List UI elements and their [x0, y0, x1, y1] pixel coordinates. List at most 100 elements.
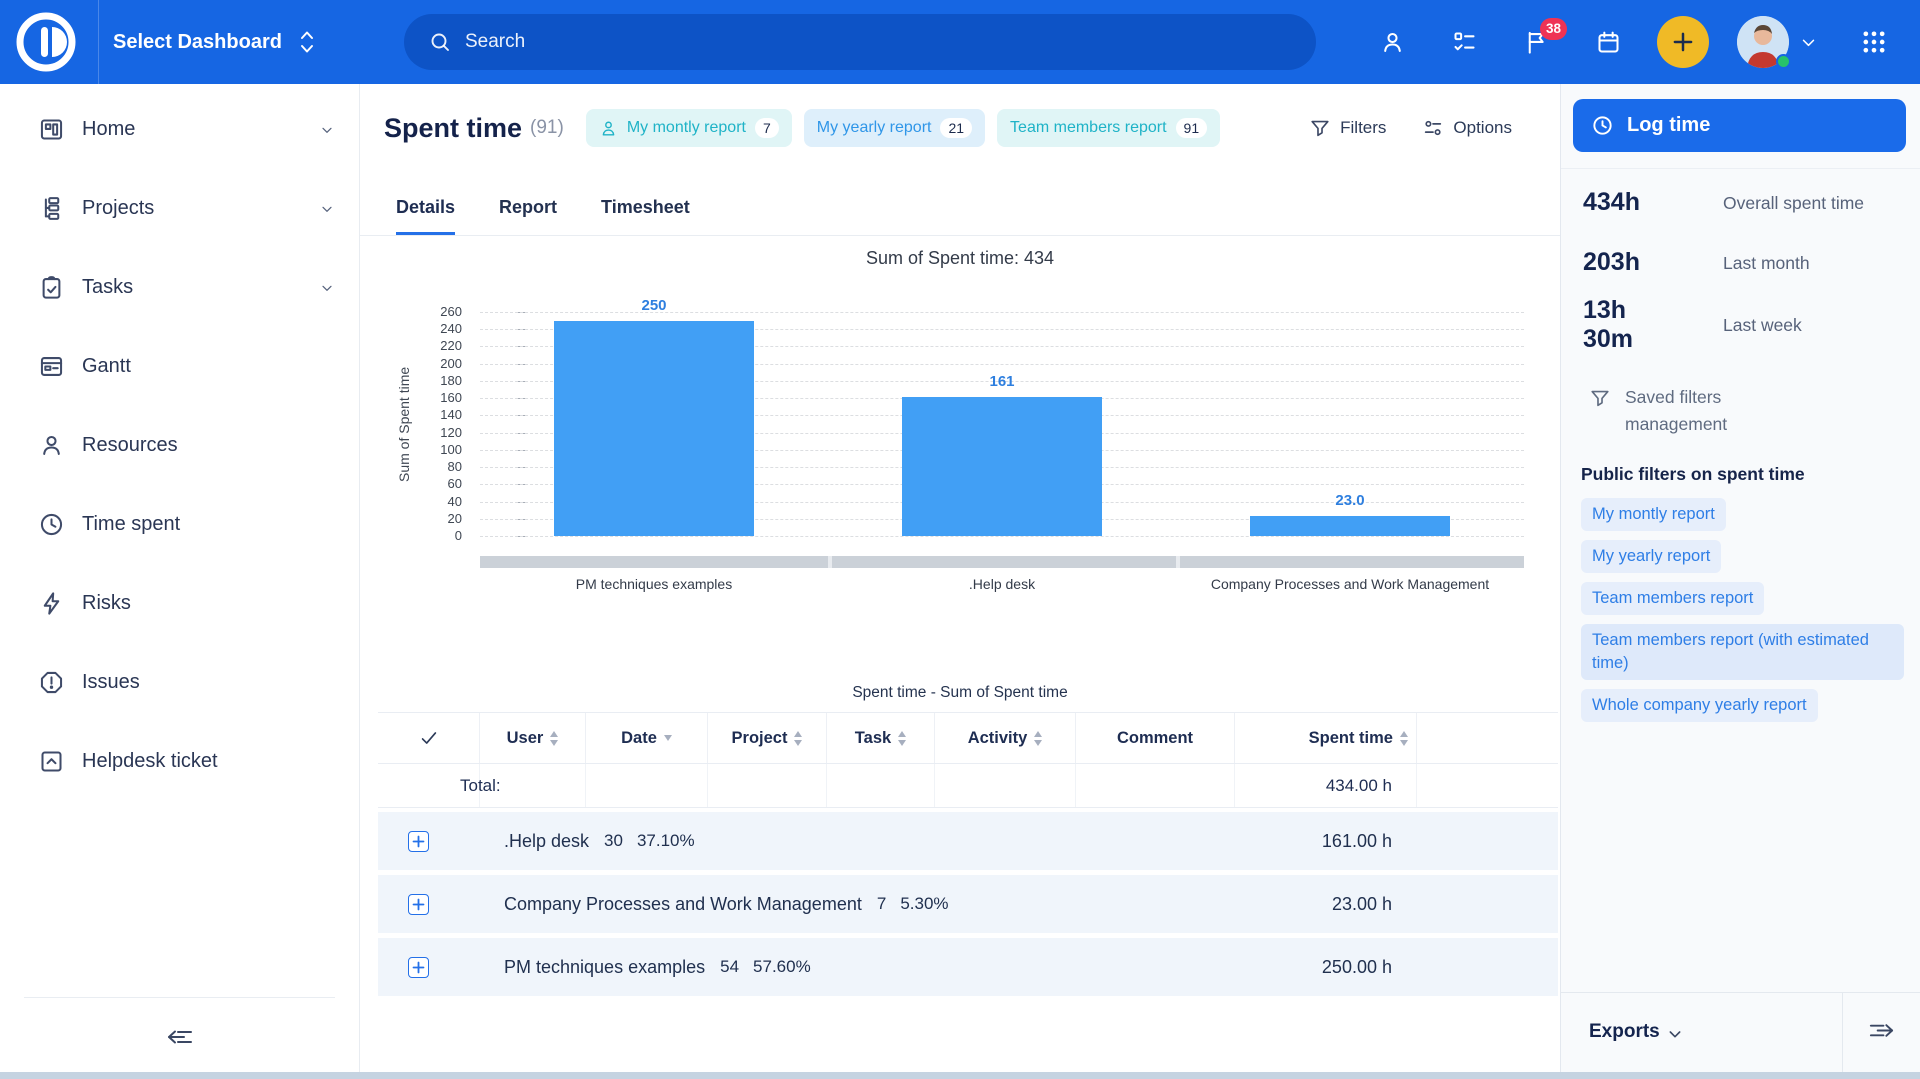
- funnel-icon: [1589, 387, 1611, 409]
- y-axis-tick-label: 140: [410, 407, 462, 422]
- sidebar-item-gantt[interactable]: Gantt: [0, 327, 359, 406]
- sidebar-item-risks[interactable]: Risks: [0, 564, 359, 643]
- chevron-down-icon[interactable]: [319, 201, 335, 217]
- y-axis-tick-label: 260: [410, 304, 462, 319]
- table-row-pm-techniques-examples[interactable]: PM techniques examples5457.60%250.00 h: [378, 938, 1558, 996]
- sort-arrows-icon[interactable]: [794, 731, 802, 746]
- column-header-activity[interactable]: Activity: [935, 713, 1076, 763]
- saved-report-chip-my-yearly-report[interactable]: My yearly report21: [804, 109, 985, 147]
- saved-report-chip-team-members-report[interactable]: Team members report 91: [997, 109, 1220, 147]
- column-header-label: Comment: [1117, 729, 1193, 748]
- chart-bar-pm-techniques-examples[interactable]: [554, 321, 754, 536]
- quick-add-button[interactable]: [1657, 16, 1709, 68]
- expand-row-button[interactable]: [408, 894, 429, 915]
- options-label: Options: [1453, 118, 1512, 138]
- chevron-down-icon[interactable]: [319, 280, 335, 296]
- spent-time-chart: Sum of Spent time: 434 Sum of Spent time…: [360, 234, 1560, 614]
- chip-label: Team members report: [1010, 119, 1167, 137]
- sort-asc-icon: [898, 731, 906, 737]
- expand-row-button[interactable]: [408, 957, 429, 978]
- projects-icon: [38, 195, 65, 222]
- stat-value: 434h: [1583, 188, 1723, 217]
- row-project-label: Company Processes and Work Management: [504, 894, 862, 915]
- sort-arrows-icon[interactable]: [550, 731, 558, 746]
- sidebar-item-resources[interactable]: Resources: [0, 406, 359, 485]
- sidebar-item-time-spent[interactable]: Time spent: [0, 485, 359, 564]
- sort-arrows-icon[interactable]: [898, 731, 906, 746]
- chevron-down-icon[interactable]: [319, 122, 335, 138]
- sort-arrows-icon[interactable]: [1034, 731, 1042, 746]
- chevron-down-icon: [1667, 1026, 1683, 1042]
- resources-icon: [38, 432, 65, 459]
- user-icon[interactable]: [1379, 29, 1406, 56]
- public-filter-chip-whole-company-yearly-report[interactable]: Whole company yearly report: [1581, 689, 1818, 722]
- scrollbar-gap: [828, 556, 832, 568]
- checklist-icon[interactable]: [1451, 29, 1478, 56]
- sort-desc-icon: [794, 740, 802, 746]
- public-filter-chip-my-yearly-report[interactable]: My yearly report: [1581, 540, 1721, 573]
- column-header-date[interactable]: Date: [586, 713, 708, 763]
- column-header-user[interactable]: User: [480, 713, 586, 763]
- collapse-right-icon: [1868, 1017, 1895, 1044]
- stat-value: 203h: [1583, 248, 1723, 277]
- chart-bar-help-desk[interactable]: [902, 397, 1102, 536]
- dropdown-arrow-icon[interactable]: [664, 735, 672, 741]
- sidebar-collapse-button[interactable]: [158, 1015, 202, 1059]
- chart-bar-value: 23.0: [1250, 492, 1450, 509]
- funnel-icon: [1309, 117, 1331, 139]
- sidebar-item-label: Helpdesk ticket: [82, 750, 218, 773]
- table-row-company-processes-and-work-management[interactable]: Company Processes and Work Management75.…: [378, 875, 1558, 933]
- helpdesk-icon: [38, 748, 65, 775]
- sidebar-item-helpdesk-ticket[interactable]: Helpdesk ticket: [0, 722, 359, 801]
- dashboard-selector[interactable]: Select Dashboard: [113, 0, 316, 84]
- y-axis-tick-label: 100: [410, 442, 462, 457]
- sidebar-item-tasks[interactable]: Tasks: [0, 248, 359, 327]
- select-all-cell[interactable]: [378, 713, 480, 763]
- dashboard-selector-label: Select Dashboard: [113, 31, 282, 54]
- tab-timesheet[interactable]: Timesheet: [601, 196, 690, 236]
- column-header-project[interactable]: Project: [708, 713, 827, 763]
- sort-desc-icon: [898, 740, 906, 746]
- apps-grid-icon[interactable]: [1860, 28, 1888, 56]
- collapse-left-icon: [166, 1023, 194, 1051]
- column-header-task[interactable]: Task: [827, 713, 935, 763]
- sort-arrows-icon[interactable]: [1400, 731, 1408, 746]
- exports-button[interactable]: Exports: [1589, 1012, 1683, 1052]
- sidebar-item-home[interactable]: Home: [0, 90, 359, 169]
- user-avatar[interactable]: [1737, 16, 1789, 68]
- column-header-spent-time[interactable]: Spent time: [1235, 713, 1417, 763]
- log-time-button[interactable]: Log time: [1573, 99, 1906, 152]
- search-icon: [428, 30, 452, 54]
- public-filter-chip-team-members-report[interactable]: Team members report: [1581, 582, 1764, 615]
- expand-row-button[interactable]: [408, 831, 429, 852]
- panel-collapse-button[interactable]: [1859, 1008, 1903, 1052]
- chart-scrollbar[interactable]: [480, 556, 1524, 568]
- chip-count-badge: 91: [1176, 118, 1208, 138]
- checkmark-icon: [418, 727, 440, 749]
- tab-report[interactable]: Report: [499, 196, 557, 236]
- public-filter-chip-my-montly-report[interactable]: My montly report: [1581, 498, 1726, 531]
- sidebar-item-label: Tasks: [82, 276, 133, 299]
- search-input[interactable]: Search: [404, 14, 1316, 70]
- saved-report-chip-my-montly-report[interactable]: My montly report7: [586, 109, 792, 147]
- y-axis-tick-label: 180: [410, 373, 462, 388]
- log-time-label: Log time: [1627, 114, 1710, 137]
- table-row-help-desk[interactable]: .Help desk3037.10%161.00 h: [378, 812, 1558, 870]
- calendar-icon[interactable]: [1595, 29, 1622, 56]
- column-header-comment[interactable]: Comment: [1076, 713, 1235, 763]
- options-button[interactable]: Options: [1422, 117, 1512, 139]
- app-logo-icon[interactable]: [14, 10, 78, 74]
- sidebar-item-issues[interactable]: Issues: [0, 643, 359, 722]
- avatar-chevron-down-icon[interactable]: [1800, 34, 1817, 51]
- table-total-row: Total: 434.00 h: [378, 764, 1558, 808]
- sidebar-item-projects[interactable]: Projects: [0, 169, 359, 248]
- filters-button[interactable]: Filters: [1309, 117, 1386, 139]
- time-stat-last-month: 203hLast month: [1583, 248, 1904, 277]
- chart-bar-company-processes-and-work-management[interactable]: [1250, 516, 1450, 536]
- public-filter-chip-team-members-report-with-estimated-time[interactable]: Team members report (with estimated time…: [1581, 624, 1904, 680]
- time-stat-overall-spent-time: 434hOverall spent time: [1583, 188, 1904, 217]
- row-spent-time: 161.00 h: [1322, 831, 1392, 852]
- tab-details[interactable]: Details: [396, 196, 455, 236]
- saved-filters-link[interactable]: Saved filters management: [1589, 384, 1795, 438]
- flag-icon[interactable]: 38: [1523, 29, 1550, 56]
